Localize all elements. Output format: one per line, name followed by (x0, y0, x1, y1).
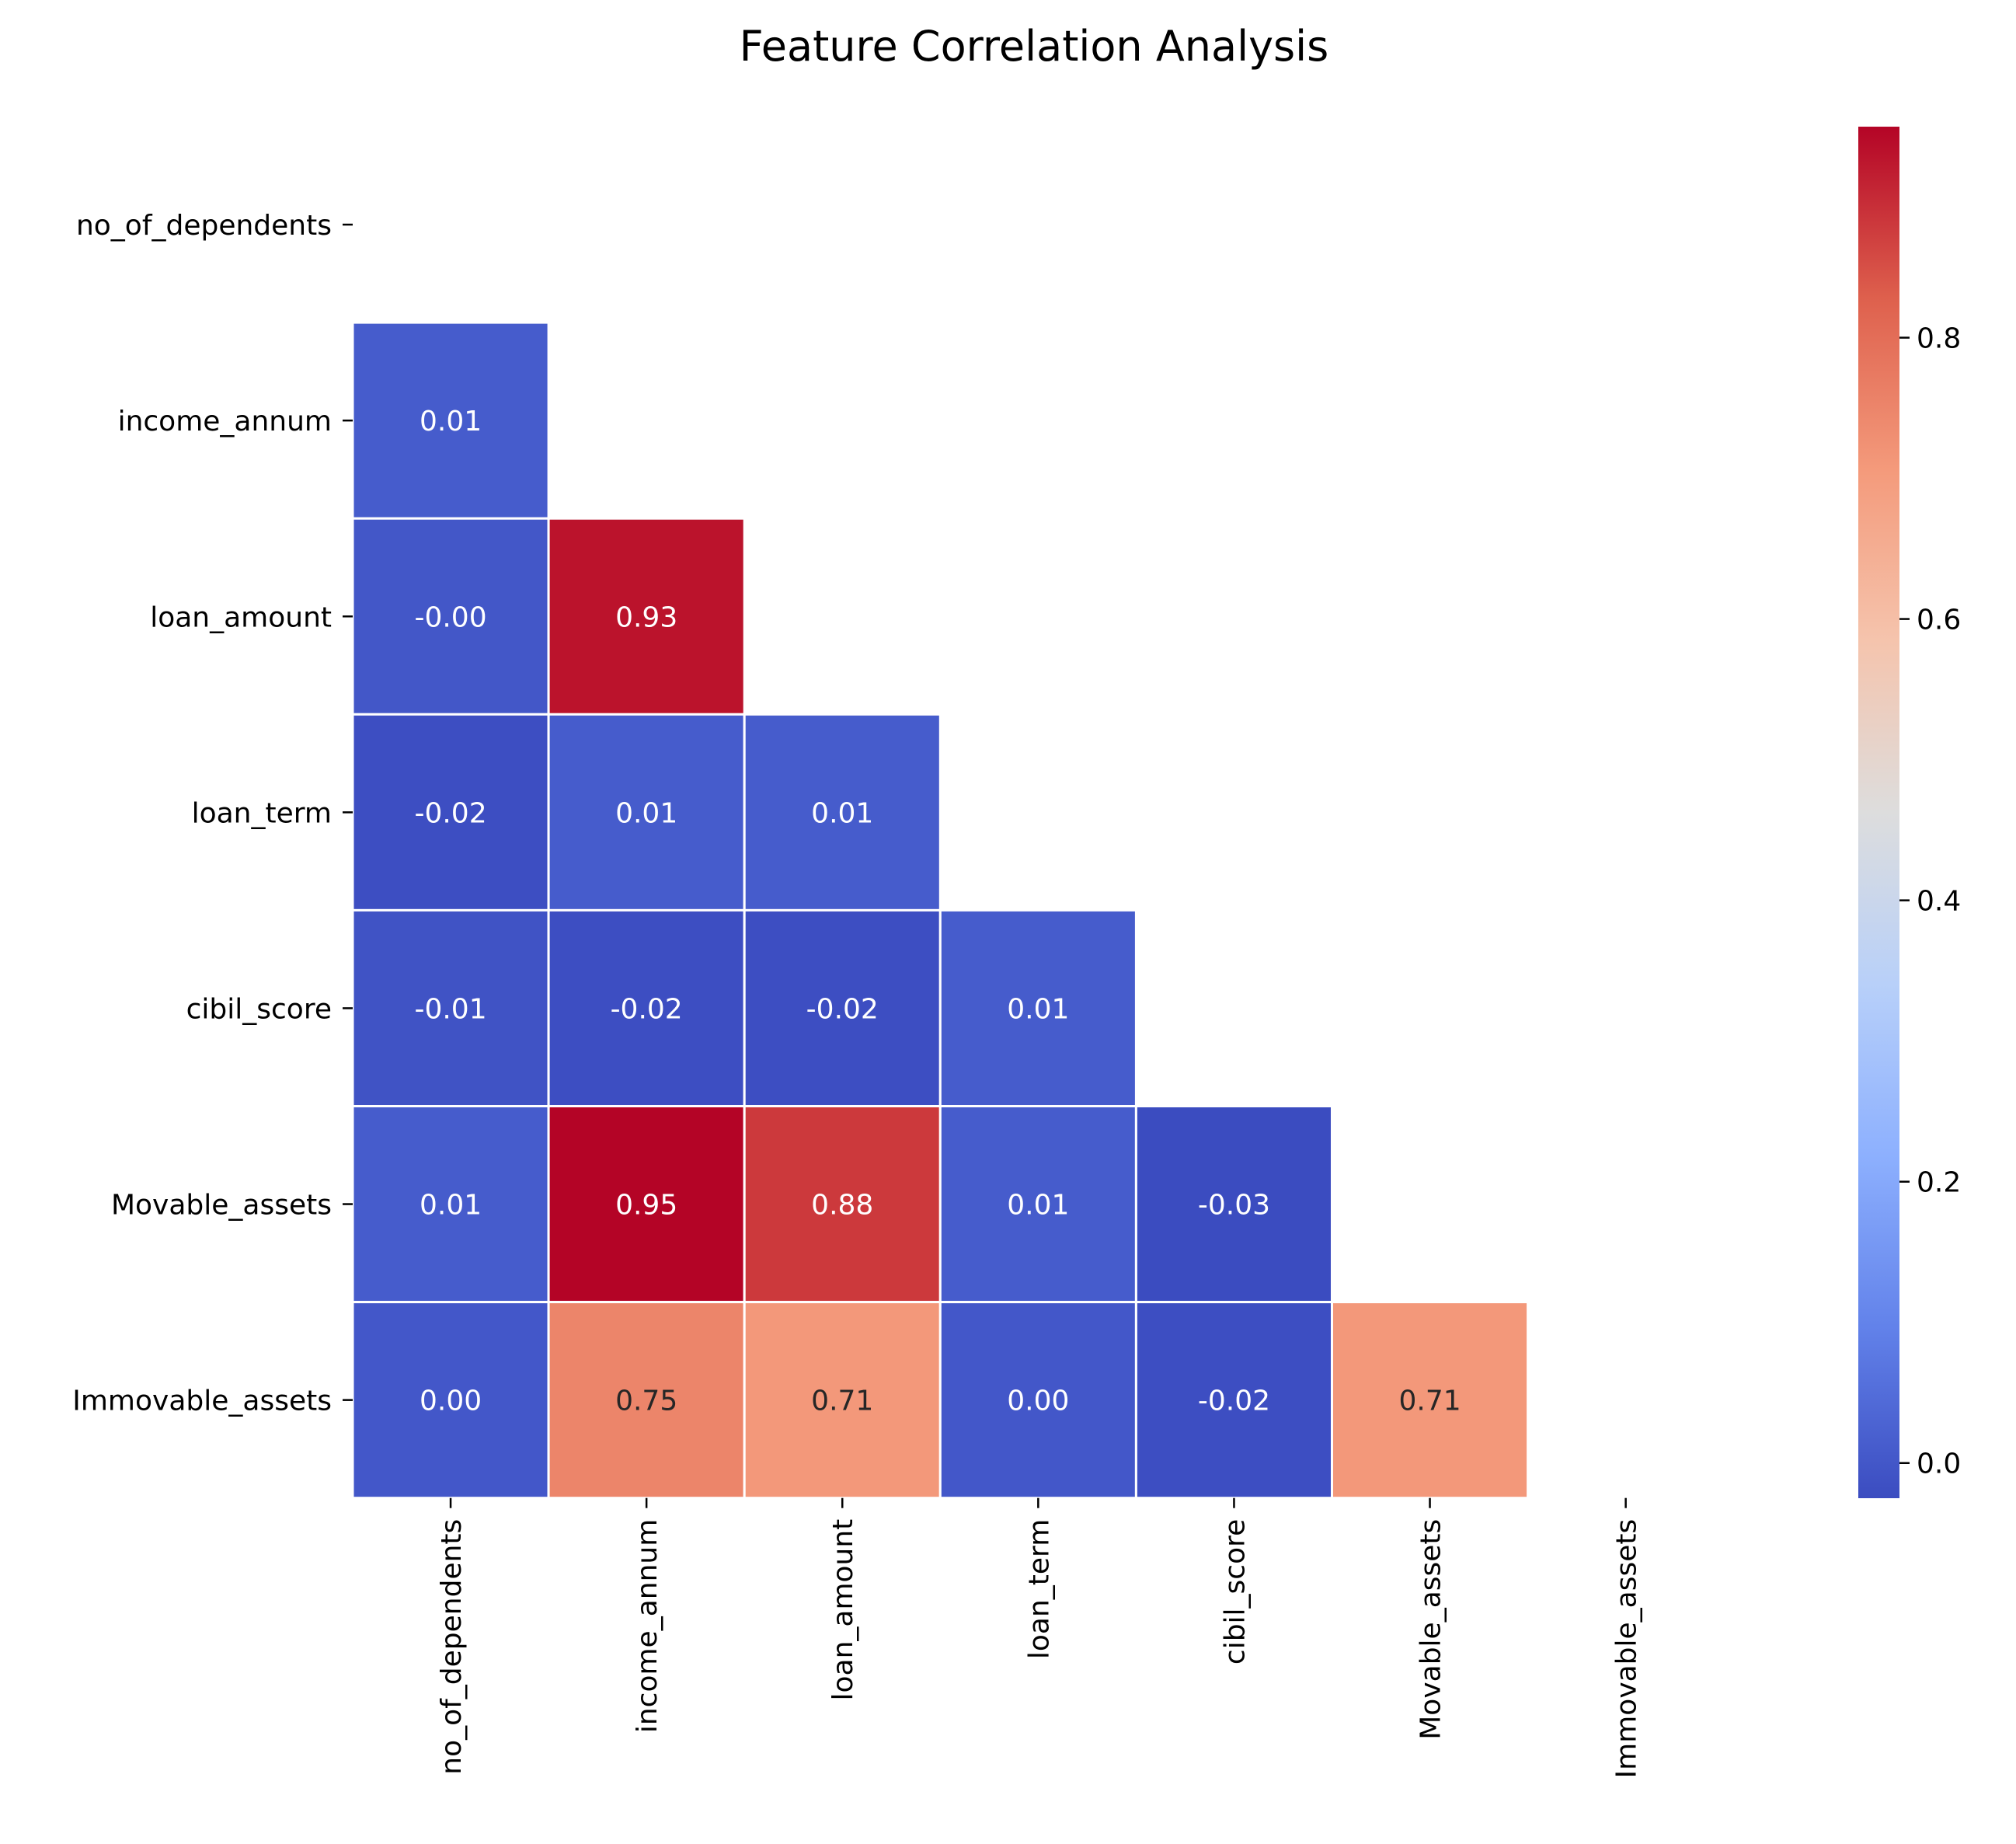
x-tick-label: income_annum (632, 1519, 663, 1733)
chart-title: Feature Correlation Analysis (740, 22, 1329, 71)
heatmap-cell-rect (743, 713, 942, 912)
y-tick-label: income_annum (118, 406, 332, 437)
heatmap-cell: 0.01 (938, 1105, 1137, 1304)
heatmap-cell-label: -0.03 (1198, 1190, 1270, 1222)
heatmap-cell: 0.71 (743, 1301, 942, 1500)
heatmap-cell-label: 0.01 (811, 797, 873, 829)
heatmap-cell-label: 0.01 (420, 1190, 482, 1222)
heatmap-cell: 0.01 (351, 321, 550, 520)
heatmap-cell: 0.75 (547, 1301, 746, 1500)
heatmap-cell: -0.03 (1134, 1105, 1334, 1304)
heatmap-cell-label: 0.00 (420, 1386, 482, 1417)
heatmap-cell-rect (547, 908, 746, 1108)
heatmap-cell: -0.02 (1134, 1301, 1334, 1500)
heatmap-cell-label: 0.00 (1007, 1386, 1069, 1417)
heatmap-cell: 0.00 (351, 1301, 550, 1500)
heatmap-cells: 0.01 -0.00 0.93 -0.02 0.01 0.01 -0.01 -0.02 -0.0… (351, 321, 1530, 1500)
heatmap-cell: -0.00 (351, 517, 550, 716)
heatmap-cell-rect (547, 1301, 746, 1500)
heatmap-cell-rect (1134, 1301, 1334, 1500)
x-tick-label: Movable_assets (1415, 1519, 1447, 1740)
heatmap-cell-label: 0.88 (811, 1190, 873, 1222)
y-tick-label: loan_amount (150, 601, 332, 633)
colorbar-gradient (1858, 127, 1899, 1498)
heatmap-cell: 0.88 (743, 1105, 942, 1304)
heatmap-cell: -0.02 (547, 908, 746, 1108)
heatmap-cell-label: -0.02 (806, 993, 879, 1025)
colorbar-tick-label: 0.4 (1917, 886, 1961, 918)
heatmap-cell: 0.01 (547, 713, 746, 912)
heatmap-cell: -0.02 (743, 908, 942, 1108)
heatmap-cell: 0.93 (547, 517, 746, 716)
heatmap-cell: 0.01 (743, 713, 942, 912)
heatmap-cell-rect (547, 1105, 746, 1304)
heatmap-cell: 0.71 (1331, 1301, 1530, 1500)
x-axis: no_of_dependents income_annum loan_amount l… (436, 1497, 1643, 1779)
heatmap-cell: -0.02 (351, 713, 550, 912)
heatmap-cell-rect (743, 1105, 942, 1304)
heatmap-cell-rect (938, 1105, 1137, 1304)
colorbar-tick-label: 0.6 (1917, 605, 1961, 636)
x-tick-label: loan_amount (827, 1519, 859, 1701)
y-tick-label: Movable_assets (111, 1190, 332, 1222)
heatmap-cell-rect (351, 713, 550, 912)
heatmap-cell: 0.01 (938, 908, 1137, 1108)
colorbar-tick-label: 0.8 (1917, 323, 1961, 355)
heatmap-cell-label: 0.01 (1007, 1190, 1069, 1222)
heatmap-cell-rect (743, 908, 942, 1108)
heatmap-cell-label: 0.75 (615, 1386, 677, 1417)
x-tick-label: no_of_dependents (436, 1519, 468, 1775)
colorbar: 0.0 0.2 0.4 0.6 0.8 (1858, 127, 1961, 1498)
heatmap-cell: -0.01 (351, 908, 550, 1108)
colorbar-ticks: 0.0 0.2 0.4 0.6 0.8 (1899, 323, 1961, 1480)
heatmap-cell-label: 0.93 (615, 601, 677, 633)
heatmap-cell-label: 0.01 (420, 406, 482, 437)
heatmap-cell-rect (938, 908, 1137, 1108)
heatmap-cell-label: 0.01 (1007, 993, 1069, 1025)
heatmap-cell-rect (743, 1301, 942, 1500)
heatmap-cell: 0.01 (351, 1105, 550, 1304)
heatmap-cell-rect (1134, 1105, 1334, 1304)
heatmap-cell-rect (351, 1105, 550, 1304)
y-tick-label: no_of_dependents (76, 210, 332, 242)
y-tick-label: Immovable_assets (72, 1386, 332, 1417)
heatmap-cell-label: -0.02 (1198, 1386, 1270, 1417)
heatmap-cell-label: -0.02 (414, 797, 486, 829)
x-tick-label: cibil_score (1219, 1519, 1251, 1664)
heatmap-cell: 0.95 (547, 1105, 746, 1304)
heatmap-cell-label: -0.00 (414, 601, 486, 633)
heatmap-cell-rect (351, 321, 550, 520)
heatmap-cell-label: -0.02 (611, 993, 683, 1025)
x-tick-label: loan_term (1023, 1519, 1055, 1659)
heatmap-cell-label: 0.95 (615, 1190, 677, 1222)
y-tick-label: cibil_score (186, 993, 332, 1025)
heatmap-cell-label: 0.71 (811, 1386, 873, 1417)
heatmap-cell-label: -0.01 (414, 993, 486, 1025)
x-tick-label: Immovable_assets (1611, 1519, 1643, 1779)
heatmap-cell: 0.00 (938, 1301, 1137, 1500)
heatmap-cell-label: 0.71 (1398, 1386, 1461, 1417)
colorbar-tick-label: 0.0 (1917, 1448, 1961, 1480)
y-tick-label: loan_term (192, 797, 332, 829)
heatmap-cell-rect (1331, 1301, 1530, 1500)
heatmap-cell-label: 0.01 (615, 797, 677, 829)
heatmap-cell-rect (351, 1301, 550, 1500)
y-axis: no_of_dependents income_annum loan_amountl… (72, 210, 353, 1417)
colorbar-tick-label: 0.2 (1917, 1167, 1961, 1199)
